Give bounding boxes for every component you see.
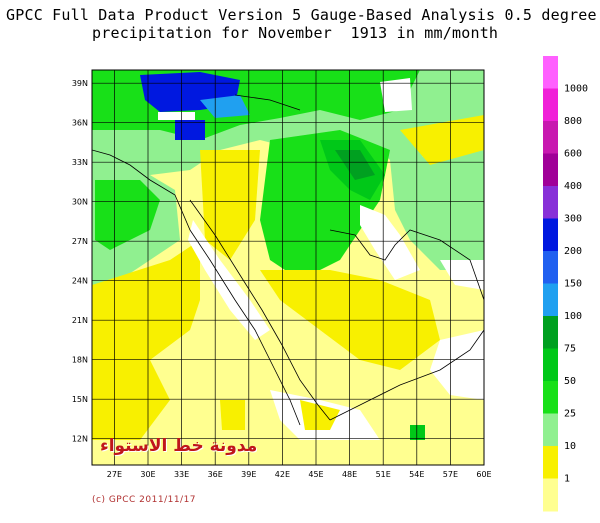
- precipitation-field: [92, 70, 484, 465]
- colorbar-label-200: 200: [564, 246, 582, 257]
- colorbar-swatch-1: [543, 88, 558, 122]
- lat-label-12N: 12N: [72, 435, 88, 444]
- lat-label-18N: 18N: [72, 356, 88, 365]
- lon-label-51E: 51E: [376, 470, 391, 479]
- lon-label-48E: 48E: [342, 470, 357, 479]
- graticule: [92, 70, 485, 465]
- colorbar-label-800: 800: [564, 116, 582, 127]
- map-title-line1: GPCC Full Data Product Version 5 Gauge-B…: [6, 6, 597, 24]
- longitude-labels: 27E 30E 33E 36E 39E 42E 45E 48E 51E 54E 57E 60E: [107, 470, 492, 479]
- colorbar-label-300: 300: [564, 214, 582, 225]
- lat-label-15N: 15N: [72, 395, 88, 404]
- colorbar-swatch-10: [543, 381, 558, 414]
- lon-label-27E: 27E: [107, 470, 122, 479]
- lat-label-21N: 21N: [72, 316, 88, 325]
- colorbar-swatch-9: [543, 348, 558, 382]
- colorbar-swatch-0: [543, 56, 558, 89]
- lon-label-39E: 39E: [241, 470, 256, 479]
- colorbar-label-10: 10: [564, 441, 576, 452]
- lon-label-30E: 30E: [140, 470, 155, 479]
- lat-label-30N: 30N: [72, 198, 88, 207]
- colorbar-swatch-13: [543, 478, 558, 512]
- colorbar-label-25: 25: [564, 409, 576, 420]
- colorbar-label-75: 75: [564, 344, 576, 355]
- colorbar-swatch-6: [543, 251, 558, 284]
- lat-label-33N: 33N: [72, 158, 88, 167]
- watermark-text: مدونة خط الاستواء: [100, 436, 258, 456]
- colorbar-swatch-5: [543, 218, 558, 252]
- lat-label-39N: 39N: [72, 79, 88, 88]
- colorbar-swatch-11: [543, 413, 558, 447]
- copyright-text: (c) GPCC 2011/11/17: [92, 495, 197, 505]
- colorbar-swatch-7: [543, 283, 558, 317]
- latitude-labels: 39N 36N 33N 30N 27N 24N 21N 18N 15N 12N: [72, 79, 88, 444]
- map-frame: [91, 69, 485, 466]
- colorbar-swatch-12: [543, 446, 558, 479]
- colorbar-label-400: 400: [564, 181, 582, 192]
- lat-label-36N: 36N: [72, 119, 88, 128]
- lon-label-57E: 57E: [443, 470, 458, 479]
- lon-label-33E: 33E: [174, 470, 189, 479]
- lon-label-45E: 45E: [308, 470, 323, 479]
- lon-label-42E: 42E: [275, 470, 290, 479]
- colorbar-swatch-8: [543, 316, 558, 349]
- lon-label-54E: 54E: [409, 470, 424, 479]
- lon-label-60E: 60E: [476, 470, 491, 479]
- colorbar-label-600: 600: [564, 149, 582, 160]
- colorbar-swatch-4: [543, 186, 558, 219]
- lat-label-27N: 27N: [72, 237, 88, 246]
- colorbar: 1000 800 600 400 300 200 150 100 75 50 25 10 1: [543, 56, 588, 512]
- colorbar-label-150: 150: [564, 279, 582, 290]
- colorbar-swatch-3: [543, 153, 558, 187]
- colorbar-label-50: 50: [564, 376, 576, 387]
- lat-label-24N: 24N: [72, 277, 88, 286]
- colorbar-label-1: 1: [564, 474, 570, 485]
- colorbar-label-1000: 1000: [564, 84, 588, 95]
- colorbar-swatch-2: [543, 121, 558, 154]
- lon-label-36E: 36E: [208, 470, 223, 479]
- map-title-line2: precipitation for November 1913 in mm/mo…: [92, 24, 499, 42]
- colorbar-label-100: 100: [564, 311, 582, 322]
